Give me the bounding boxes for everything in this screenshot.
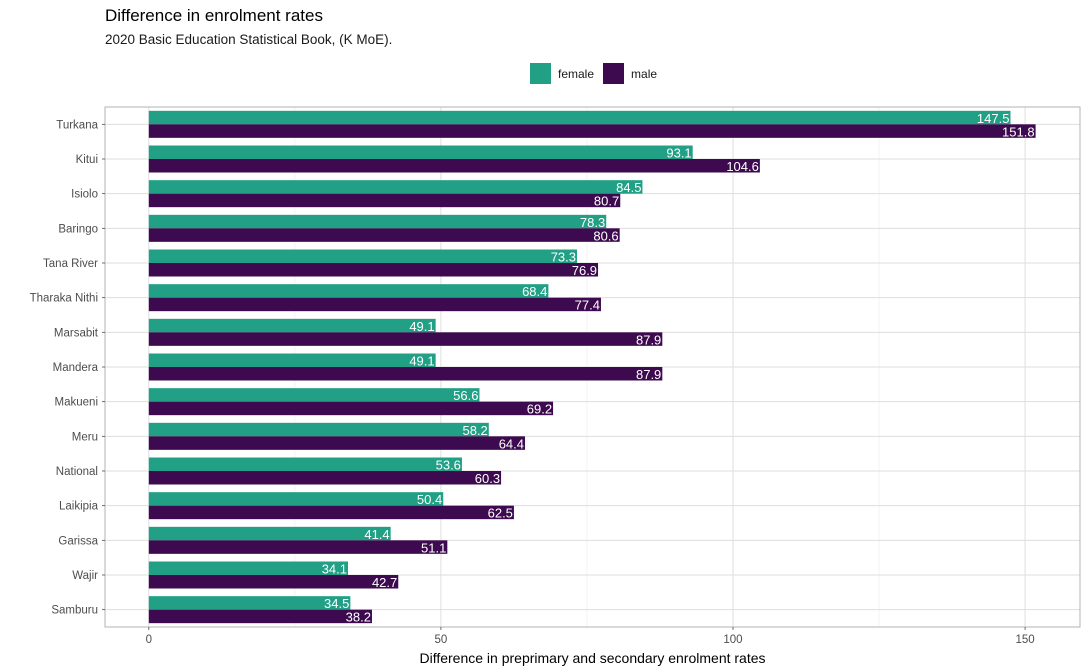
bar-label-male: 64.4	[499, 436, 524, 451]
bar-label-female: 147.5	[977, 111, 1010, 126]
bar-label-male: 77.4	[575, 298, 600, 313]
y-tick-label: Tana River	[43, 258, 98, 270]
bar-female	[148, 526, 391, 541]
legend-item-female: female	[530, 63, 594, 84]
legend-swatch-female	[530, 63, 551, 84]
y-tick-label: Garissa	[58, 535, 98, 547]
bar-female	[148, 214, 607, 229]
bar-male	[148, 367, 663, 381]
bar-male	[148, 436, 526, 450]
bar-label-female: 53.6	[436, 458, 461, 473]
bar-label-female: 84.5	[616, 180, 641, 195]
bar-label-female: 34.1	[322, 562, 347, 577]
bar-male	[148, 297, 601, 312]
bar-label-female: 56.6	[453, 388, 478, 403]
y-axis: Turkana Kitui Isiolo Baringo Tana River Thara…	[30, 119, 105, 617]
bar-male	[148, 124, 1036, 138]
y-tick-label: Makueni	[55, 397, 98, 409]
bar-female	[148, 353, 436, 367]
bar-male	[148, 540, 448, 554]
bar-label-female: 49.1	[409, 354, 434, 369]
bar-label-male: 104.6	[726, 159, 759, 174]
bar-female	[148, 561, 349, 575]
chart-subtitle: 2020 Basic Education Statistical Book, (…	[105, 32, 393, 47]
x-axis: 0 50 100 150	[146, 627, 1035, 646]
bar-label-female: 68.4	[522, 284, 547, 299]
bar-male	[148, 228, 620, 242]
chart-legend: female male	[530, 63, 666, 84]
bar-label-male: 42.7	[372, 575, 397, 590]
bar-female	[148, 145, 693, 159]
y-tick-label: Wajir	[72, 570, 98, 582]
bar-male	[148, 193, 621, 208]
y-tick-label: National	[56, 466, 98, 478]
bar-label-female: 78.3	[580, 215, 605, 230]
bar-label-female: 50.4	[417, 492, 442, 507]
x-tick-label: 50	[435, 634, 448, 646]
bars	[148, 110, 1036, 624]
bar-label-female: 93.1	[666, 146, 691, 161]
y-tick-label: Kitui	[76, 154, 98, 166]
bar-female	[148, 318, 436, 333]
legend-label-female: female	[558, 66, 595, 81]
y-tick-label: Mandera	[53, 362, 99, 374]
bar-label-male: 80.6	[593, 228, 618, 243]
y-tick-label: Meru	[72, 431, 98, 443]
bar-male	[148, 401, 554, 416]
bar-female	[148, 388, 480, 402]
y-tick-label: Marsabit	[54, 327, 99, 339]
bar-male	[148, 609, 372, 624]
bar-female	[148, 422, 489, 437]
bar-female	[148, 457, 462, 471]
bar-label-male: 51.1	[421, 540, 446, 555]
y-tick-label: Samburu	[51, 605, 98, 617]
bar-female	[148, 249, 578, 263]
y-tick-label: Tharaka Nithi	[30, 293, 98, 305]
bar-label-female: 73.3	[551, 250, 576, 265]
bar-label-male: 69.2	[527, 402, 552, 417]
bar-labels: 147.5151.893.1104.684.580.778.380.673.37…	[322, 111, 1035, 625]
bar-male	[148, 263, 599, 277]
bar-label-male: 87.9	[636, 332, 661, 347]
y-tick-label: Baringo	[58, 223, 98, 235]
bar-female	[148, 596, 351, 610]
bar-male	[148, 332, 663, 346]
bar-female	[148, 110, 1011, 125]
bar-male	[148, 505, 514, 520]
y-tick-label: Turkana	[56, 119, 98, 131]
bar-label-female: 58.2	[462, 423, 487, 438]
x-tick-label: 0	[146, 634, 152, 646]
bar-label-male: 80.7	[594, 194, 619, 209]
x-axis-title: Difference in preprimary and secondary e…	[419, 650, 765, 666]
bar-label-male: 87.9	[636, 367, 661, 382]
bar-label-male: 62.5	[488, 506, 513, 521]
x-tick-label: 150	[1015, 634, 1034, 646]
chart-title: Difference in enrolment rates	[105, 6, 323, 25]
bar-label-male: 38.2	[346, 610, 371, 625]
bar-label-male: 76.9	[572, 263, 597, 278]
x-tick-label: 100	[723, 634, 742, 646]
bar-female	[148, 492, 444, 506]
bar-label-female: 34.5	[324, 596, 349, 611]
bar-male	[148, 159, 760, 173]
y-tick-label: Isiolo	[71, 189, 98, 201]
bar-female	[148, 284, 549, 298]
bar-male	[148, 471, 502, 485]
bar-female	[148, 180, 643, 194]
bar-label-female: 49.1	[409, 319, 434, 334]
legend-label-male: male	[631, 66, 658, 81]
bar-label-male: 60.3	[475, 471, 500, 486]
legend-swatch-male	[603, 63, 625, 84]
legend-item-male: male	[603, 63, 657, 84]
bar-male	[148, 575, 399, 589]
bar-label-male: 151.8	[1002, 124, 1035, 139]
y-tick-label: Laikipia	[59, 501, 99, 513]
bar-label-female: 41.4	[364, 527, 389, 542]
